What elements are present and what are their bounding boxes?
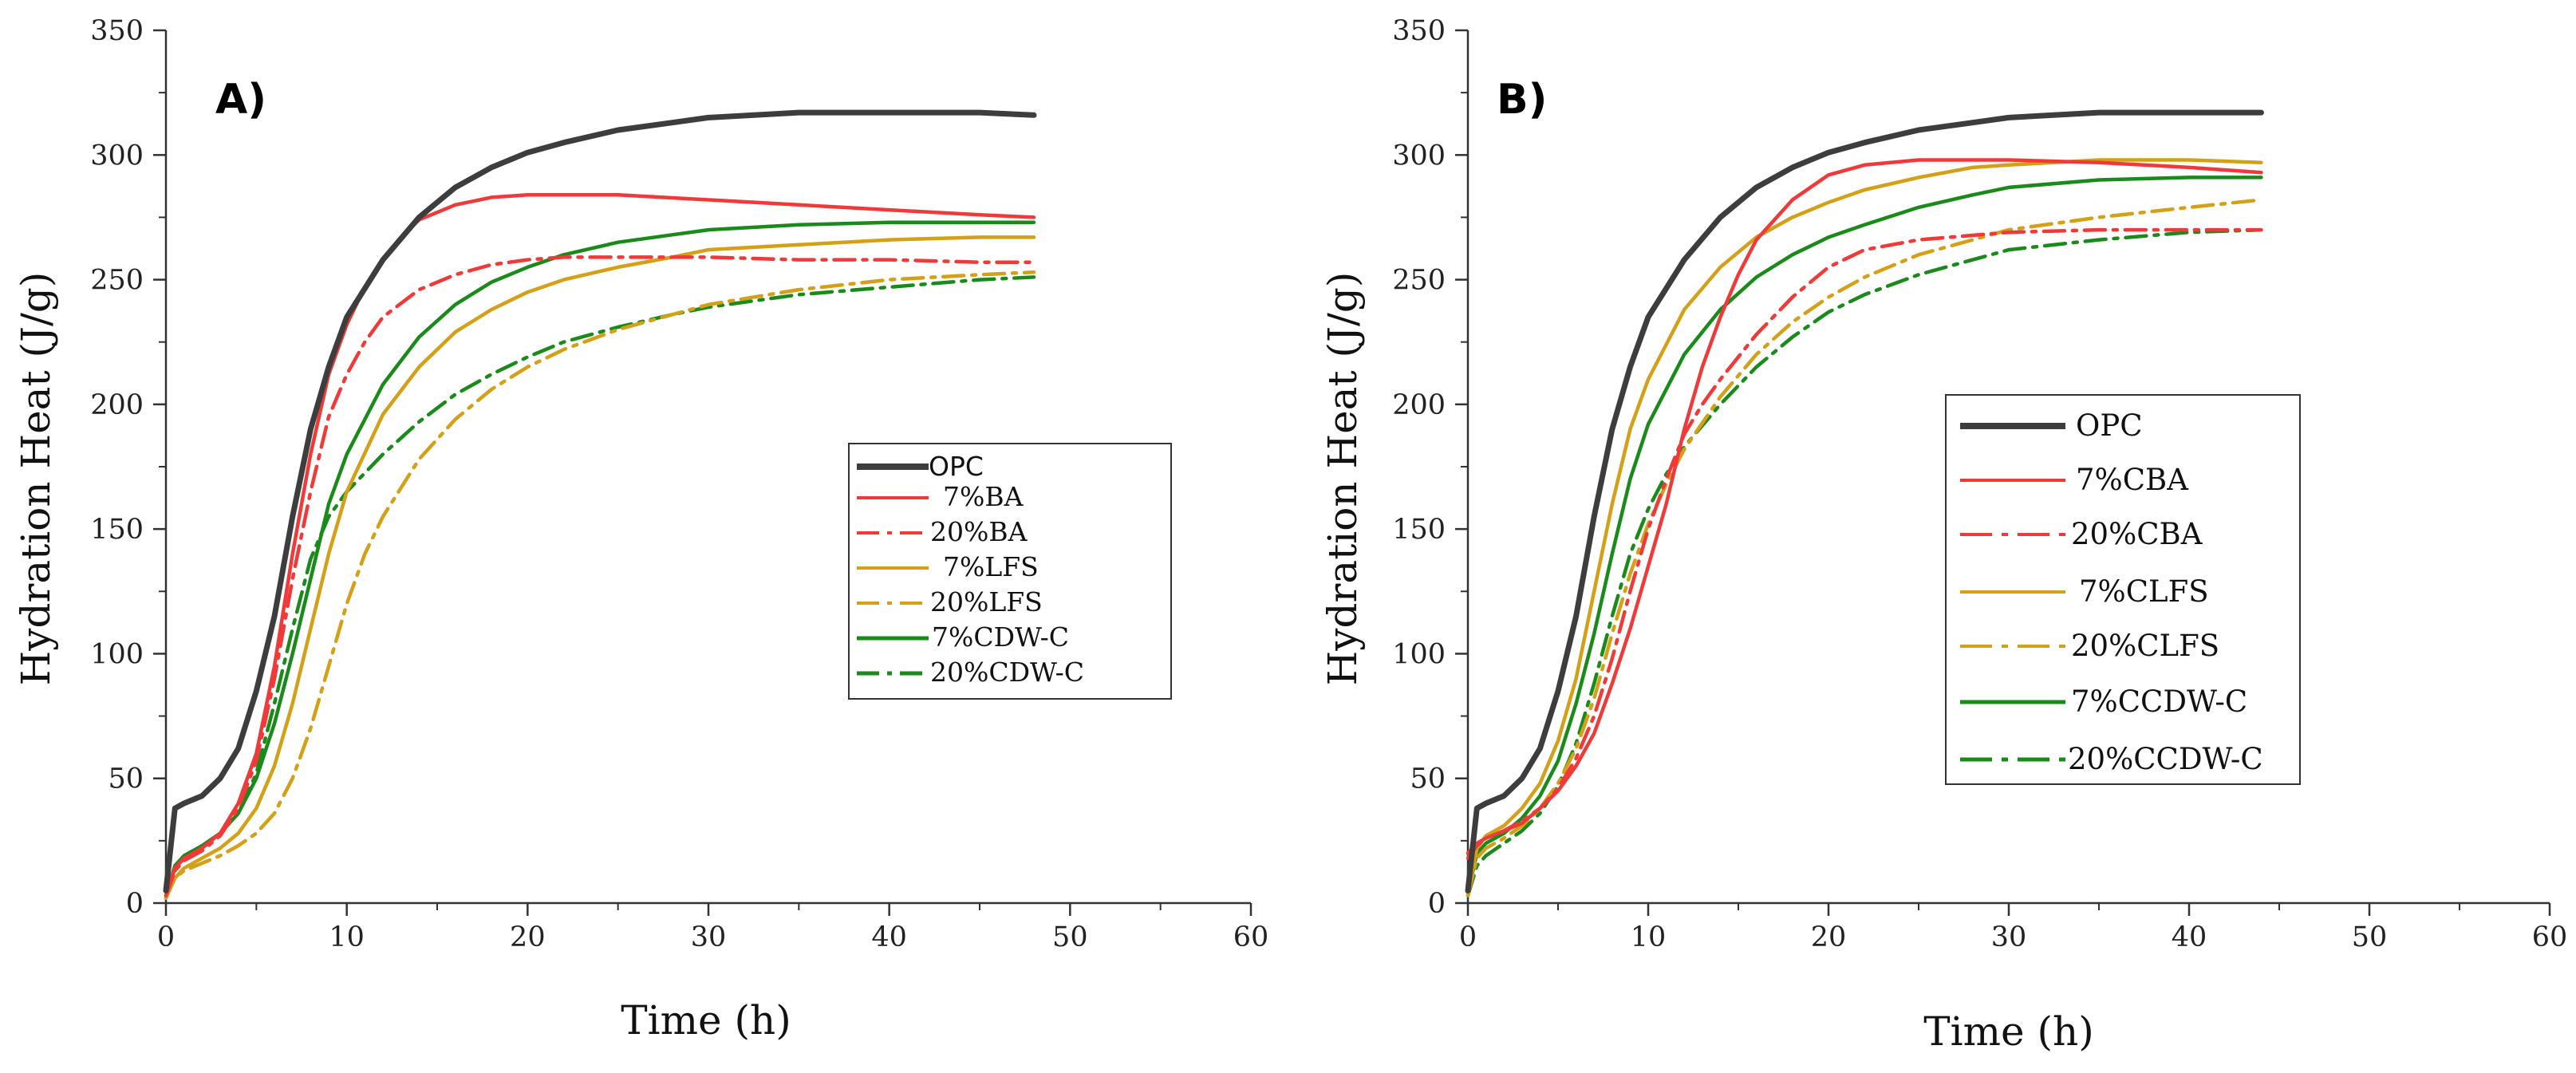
- panel-label-a: A): [215, 76, 266, 124]
- x-tick-label-b: 10: [1631, 921, 1667, 953]
- x-tick-label-a: 50: [1052, 921, 1088, 953]
- chart-panel-a: Hydration Heat (J/g) Time (h) A) 0 10 20 30…: [13, 15, 1268, 1043]
- y-tick-label-a: 300: [90, 140, 144, 172]
- legend-label-opc: OPC: [929, 451, 984, 482]
- legend-label-opc-b: OPC: [2076, 408, 2143, 443]
- legend-label-7ccdwc: 7%CCDW-C: [2071, 684, 2247, 719]
- x-tick-label-a: 60: [1233, 921, 1269, 953]
- panel-label-b: B): [1497, 76, 1547, 124]
- legend-label-20cba: 20%CBA: [2071, 517, 2203, 551]
- x-tick-label-b: 0: [1459, 921, 1477, 953]
- legend-item-20cdwc: 20%CDW-C: [857, 657, 1084, 688]
- legend-box-b: [1945, 394, 2301, 785]
- x-axis-title-b: Time (h): [1923, 1008, 2093, 1055]
- series-line-7pct-clfs-b: [1466, 158, 2263, 895]
- axes-a: 0 10 20 30 40 50 60 0 50 100 150 200 250 300 350: [90, 15, 1268, 953]
- y-tick-label-a: 0: [126, 888, 144, 920]
- y-tick-label-a: 250: [90, 265, 144, 297]
- series-group-b: [1465, 109, 2264, 897]
- legend-item-20clfs: 20%CLFS: [1960, 629, 2219, 663]
- legend-box-a: [848, 443, 1172, 700]
- legend-label-20clfs: 20%CLFS: [2071, 629, 2219, 663]
- x-tick-label-a: 20: [510, 921, 546, 953]
- legend-item-opc: OPC: [857, 451, 984, 482]
- y-tick-label-a: 350: [90, 15, 144, 47]
- legend-label-7cdwc: 7%CDW-C: [932, 621, 1069, 653]
- y-tick-label-b: 250: [1392, 265, 1446, 297]
- x-tick-label-b: 60: [2532, 921, 2568, 953]
- series-line-7pct-cba-b: [1466, 158, 2263, 855]
- legend-item-7cdwc: 7%CDW-C: [857, 621, 1069, 653]
- series-line-20pct-ba-a: [164, 255, 1036, 897]
- chart-panel-b: Hydration Heat (J/g) Time (h) B) 0 10 20 30…: [1320, 15, 2567, 1055]
- legend-a: OPC 7%BA 20%BA 7%LFS 20%LFS 7%CDW-C: [848, 443, 1172, 700]
- legend-item-20ccdwc: 20%CCDW-C: [1960, 742, 2263, 776]
- y-tick-label-a: 200: [90, 389, 144, 421]
- legend-label-7cba: 7%CBA: [2076, 463, 2189, 497]
- x-tick-label-b: 50: [2352, 921, 2388, 953]
- y-tick-label-a: 50: [108, 763, 144, 795]
- y-tick-label-b: 200: [1392, 389, 1446, 421]
- series-line-7pct-lfs-a: [164, 235, 1036, 900]
- legend-item-7ccdwc: 7%CCDW-C: [1960, 684, 2247, 719]
- y-axis-title-a: Hydration Heat (J/g): [13, 272, 59, 686]
- y-tick-label-b: 0: [1428, 888, 1446, 920]
- legend-item-20ba: 20%BA: [857, 516, 1028, 547]
- x-tick-label-a: 40: [871, 921, 907, 953]
- legend-label-20ccdwc: 20%CCDW-C: [2068, 742, 2263, 776]
- series-line-opc-b: [1465, 109, 2264, 894]
- legend-b: OPC 7%CBA 20%CBA 7%CLFS 20%CLFS 7%CCDW-C: [1945, 394, 2301, 785]
- series-line-20pct-lfs-a: [164, 270, 1036, 900]
- x-tick-label-a: 30: [691, 921, 727, 953]
- series-line-20pct-ccdw-c-b: [1466, 227, 2263, 897]
- series-group-a: [163, 109, 1037, 900]
- x-tick-label-a: 10: [329, 921, 365, 953]
- y-tick-label-a: 150: [90, 514, 144, 546]
- legend-item-7cba: 7%CBA: [1960, 463, 2189, 497]
- legend-label-20ba: 20%BA: [930, 516, 1028, 547]
- y-tick-label-a: 100: [90, 638, 144, 670]
- x-axis-title-a: Time (h): [621, 997, 791, 1043]
- legend-label-7lfs: 7%LFS: [943, 551, 1039, 582]
- y-tick-label-b: 50: [1410, 763, 1446, 795]
- legend-label-20lfs: 20%LFS: [930, 586, 1043, 617]
- series-line-7pct-ccdw-c-b: [1466, 176, 2263, 895]
- x-tick-label-a: 0: [157, 921, 175, 953]
- axes-b: 0 10 20 30 40 50 60 0 50 100 150 200 250 300 350: [1392, 15, 2567, 953]
- x-tick-label-b: 30: [1991, 921, 2027, 953]
- x-tick-label-b: 40: [2172, 921, 2207, 953]
- y-tick-label-b: 150: [1392, 514, 1446, 546]
- legend-label-20cdwc: 20%CDW-C: [930, 657, 1084, 688]
- legend-item-7lfs: 7%LFS: [857, 551, 1039, 582]
- y-tick-label-b: 300: [1392, 140, 1446, 172]
- legend-item-7ba: 7%BA: [857, 481, 1024, 512]
- legend-label-7clfs: 7%CLFS: [2079, 574, 2209, 609]
- legend-item-20lfs: 20%LFS: [857, 586, 1043, 617]
- y-tick-label-b: 100: [1392, 638, 1446, 670]
- legend-label-7ba: 7%BA: [943, 481, 1024, 512]
- legend-item-opc-b: OPC: [1960, 408, 2143, 443]
- y-axis-title-b: Hydration Heat (J/g): [1320, 272, 1366, 686]
- series-line-opc-a: [163, 109, 1037, 894]
- legend-item-7clfs: 7%CLFS: [1960, 574, 2209, 609]
- x-tick-label-b: 20: [1811, 921, 1847, 953]
- legend-item-20cba: 20%CBA: [1960, 517, 2203, 551]
- y-tick-label-b: 350: [1392, 15, 1446, 47]
